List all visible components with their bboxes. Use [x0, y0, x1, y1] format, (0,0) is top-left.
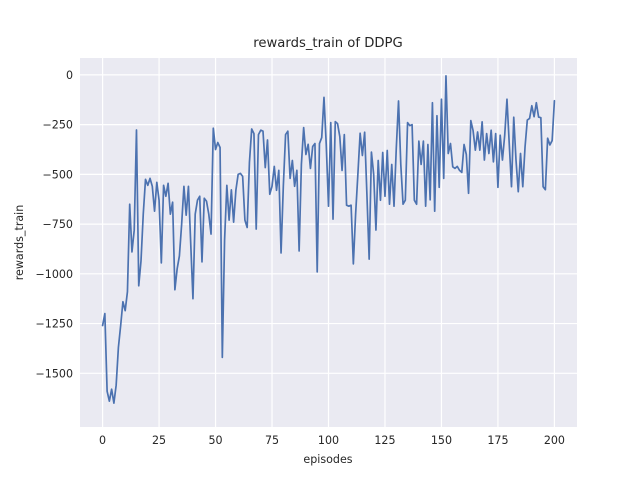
x-tick-label: 100 [318, 434, 339, 447]
x-tick-label: 25 [152, 434, 166, 447]
y-tick-label: 0 [66, 69, 73, 82]
x-tick-label: 125 [374, 434, 395, 447]
x-tick-label: 75 [265, 434, 279, 447]
x-tick-label: 50 [208, 434, 222, 447]
x-tick-label: 175 [487, 434, 508, 447]
y-tick-label: −500 [43, 168, 73, 181]
tick-labels: 0 25 50 75 100 125 150 175 200 0 −250 −500 −750 −1000… [35, 69, 565, 447]
y-axis-label: rewards_train [13, 205, 26, 281]
chart-title: rewards_train of DDPG [253, 36, 402, 51]
y-tick-label: −1250 [35, 318, 73, 331]
x-axis-label: episodes [303, 453, 352, 466]
y-tick-label: −750 [43, 218, 73, 231]
plot-area [80, 58, 577, 427]
x-tick-label: 150 [431, 434, 452, 447]
y-tick-label: −1000 [35, 268, 73, 281]
x-tick-label: 0 [99, 434, 106, 447]
y-tick-label: −1500 [35, 367, 73, 380]
x-tick-label: 200 [544, 434, 565, 447]
rewards-train-line [101, 75, 556, 404]
y-tick-label: −250 [43, 119, 73, 132]
